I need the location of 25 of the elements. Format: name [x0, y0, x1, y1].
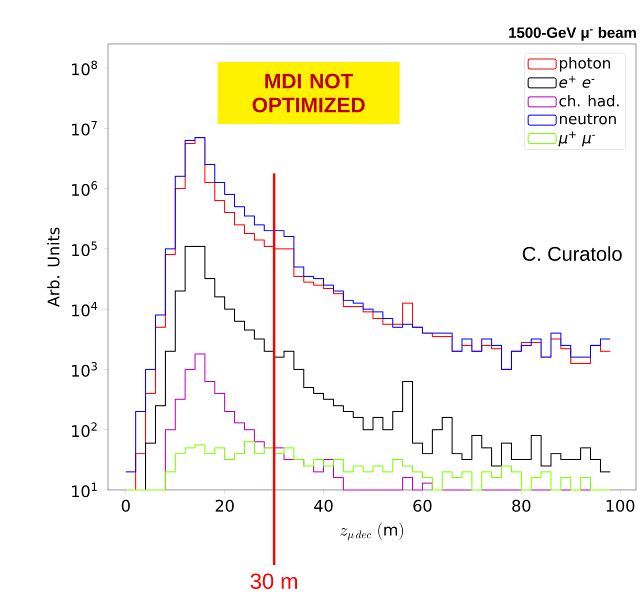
legend-label: e$^{+}$ e$^{-}$	[559, 76, 594, 88]
x-tick-label: 60	[413, 500, 432, 512]
legend-label: photon	[560, 57, 610, 72]
legend-label: μ$^{+}$ μ$^{-}$	[558, 132, 595, 146]
y-tick-label: 10$^{4}$	[72, 302, 98, 316]
x-tick-label: 80	[512, 500, 530, 512]
y-tick-label: 10$^{8}$	[72, 60, 97, 76]
x-tick-label: 0	[122, 500, 130, 512]
annotation: MDI NOT OPTIMIZED	[252, 74, 365, 112]
x-tick-label: 40	[314, 500, 333, 512]
y-tick-label: 10$^{1}$	[72, 482, 97, 498]
chart-title: 1500-GeV μ$^{-}$ beam	[509, 26, 636, 41]
legend-label: ch. had.	[559, 94, 619, 107]
y-tick-label: 10$^{6}$	[72, 181, 98, 196]
annotation: C. Curatolo	[522, 246, 622, 261]
y-tick-label: 10$^{5}$	[72, 242, 97, 256]
y-tick-label: 10$^{2}$	[72, 422, 97, 438]
ref-line-label: 30 m	[250, 573, 298, 590]
legend-label: neutron	[560, 114, 616, 124]
y-tick-label: 10$^{3}$	[72, 362, 97, 377]
x-tick-label: 20	[216, 500, 234, 512]
x-tick-label: 100	[606, 500, 634, 512]
y-tick-label: 10$^{7}$	[72, 120, 97, 136]
x-axis-title: $z_{\mu\,dec}\ \mathrm{(m)}$	[340, 522, 403, 540]
y-axis-title: Arb. Units	[47, 228, 60, 307]
